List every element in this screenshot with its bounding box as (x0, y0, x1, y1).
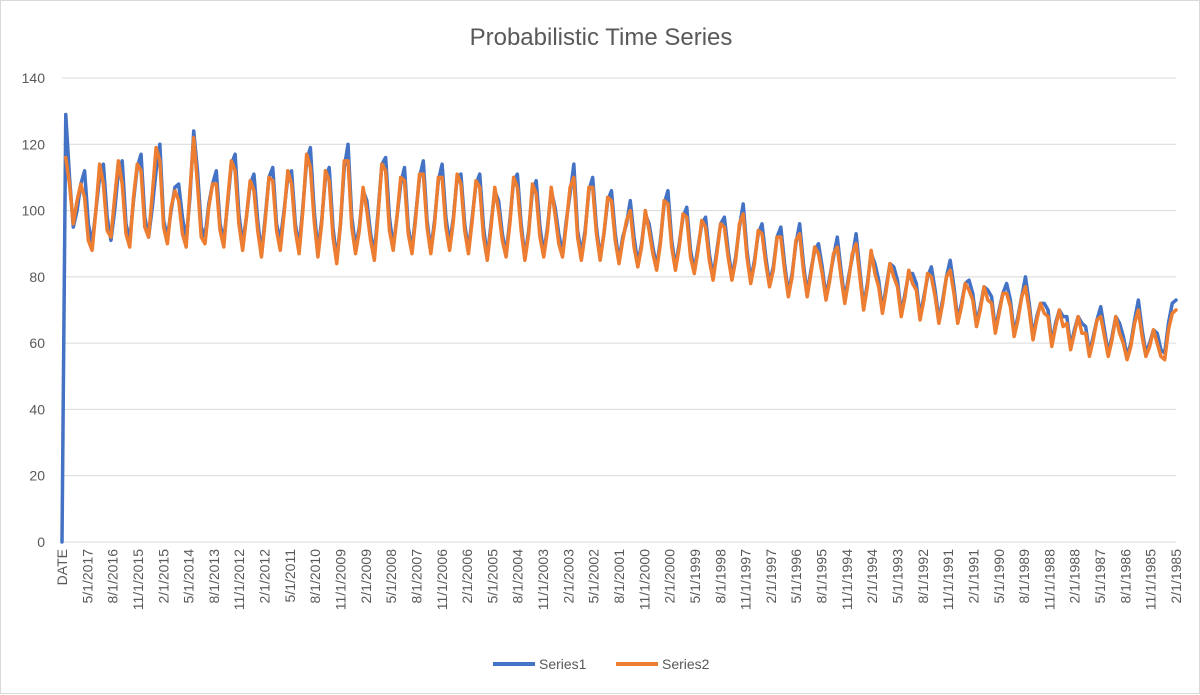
x-tick-label: 11/1/2015 (130, 549, 146, 610)
series-lines (60, 112, 1178, 544)
y-tick-label: 140 (22, 70, 46, 86)
x-tick-label: 2/1/1985 (1168, 549, 1184, 604)
x-tick-label: 8/1/1986 (1117, 549, 1133, 604)
x-tick-label: 11/1/1997 (738, 549, 754, 610)
x-tick-label: 5/1/1996 (788, 549, 804, 604)
x-tick-label: 5/1/2005 (484, 549, 500, 604)
x-tick-label: 8/1/1989 (1016, 549, 1032, 604)
x-axis-ticks: DATE 5/1/2017 8/1/2016 11/1/2015 2/1/2015 5/1… (54, 549, 1184, 610)
y-tick-label: 20 (29, 468, 45, 484)
y-tick-label: 60 (29, 335, 45, 351)
x-tick-label: 11/1/2009 (333, 549, 349, 610)
y-tick-label: 100 (22, 203, 46, 219)
x-tick-label: 5/1/1990 (991, 549, 1007, 604)
x-tick-label: 2/1/2006 (459, 549, 475, 604)
x-tick-label: 2/1/1994 (864, 549, 880, 604)
x-tick-label: 2/1/2012 (257, 549, 273, 604)
x-tick-label: 11/1/1985 (1143, 549, 1159, 610)
y-tick-label: 40 (29, 401, 45, 417)
y-tick-label: 120 (22, 136, 46, 152)
x-tick-label: 8/1/2001 (611, 549, 627, 604)
x-tick-label: 8/1/1998 (712, 549, 728, 604)
series-line-series2 (64, 135, 1178, 362)
x-tick-label: 11/1/1994 (839, 549, 855, 610)
x-tick-label: 2/1/2015 (155, 549, 171, 604)
x-tick-label: 8/1/1992 (915, 549, 931, 604)
legend-label-series2: Series2 (662, 656, 710, 672)
x-tick-label: 5/1/1993 (890, 549, 906, 604)
x-tick-label: 5/1/1999 (687, 549, 703, 604)
x-tick-label: 2/1/1991 (965, 549, 981, 604)
x-tick-label: 5/1/2017 (79, 549, 95, 604)
y-tick-label: 0 (37, 534, 45, 550)
legend: Series1 Series2 (493, 656, 710, 672)
x-tick-label: 2/1/2009 (358, 549, 374, 604)
x-tick-label: 11/1/2000 (636, 549, 652, 610)
x-tick-label: 11/1/1988 (1041, 549, 1057, 610)
x-tick-label: 11/1/2003 (535, 549, 551, 610)
x-tick-label: 5/1/1987 (1092, 549, 1108, 604)
x-tick-label: 8/1/2016 (105, 549, 121, 604)
x-tick-label: 2/1/1997 (763, 549, 779, 604)
x-tick-label: 5/1/2002 (586, 549, 602, 604)
x-tick-label: 2/1/1988 (1067, 549, 1083, 604)
x-tick-label: 8/1/1995 (814, 549, 830, 604)
x-tick-label: 11/1/1991 (940, 549, 956, 610)
x-tick-label: 2/1/2003 (560, 549, 576, 604)
legend-label-series1: Series1 (539, 656, 587, 672)
x-tick-label: 5/1/2008 (383, 549, 399, 604)
x-tick-label: 8/1/2013 (206, 549, 222, 604)
x-tick-label: 2/1/2000 (662, 549, 678, 604)
x-tick-label: DATE (54, 549, 70, 585)
y-axis-ticks: 0 20 40 60 80 100 120 140 (22, 70, 46, 550)
x-tick-label: 5/1/2011 (282, 549, 298, 603)
chart-title: Probabilistic Time Series (470, 24, 733, 51)
x-tick-label: 8/1/2004 (510, 549, 526, 604)
x-tick-label: 5/1/2014 (181, 549, 197, 604)
y-tick-label: 80 (29, 269, 45, 285)
x-tick-label: 8/1/2007 (408, 549, 424, 604)
x-tick-label: 8/1/2010 (307, 549, 323, 604)
gridlines (62, 77, 1176, 543)
x-tick-label: 11/1/2012 (231, 549, 247, 610)
x-tick-label: 11/1/2006 (434, 549, 450, 610)
